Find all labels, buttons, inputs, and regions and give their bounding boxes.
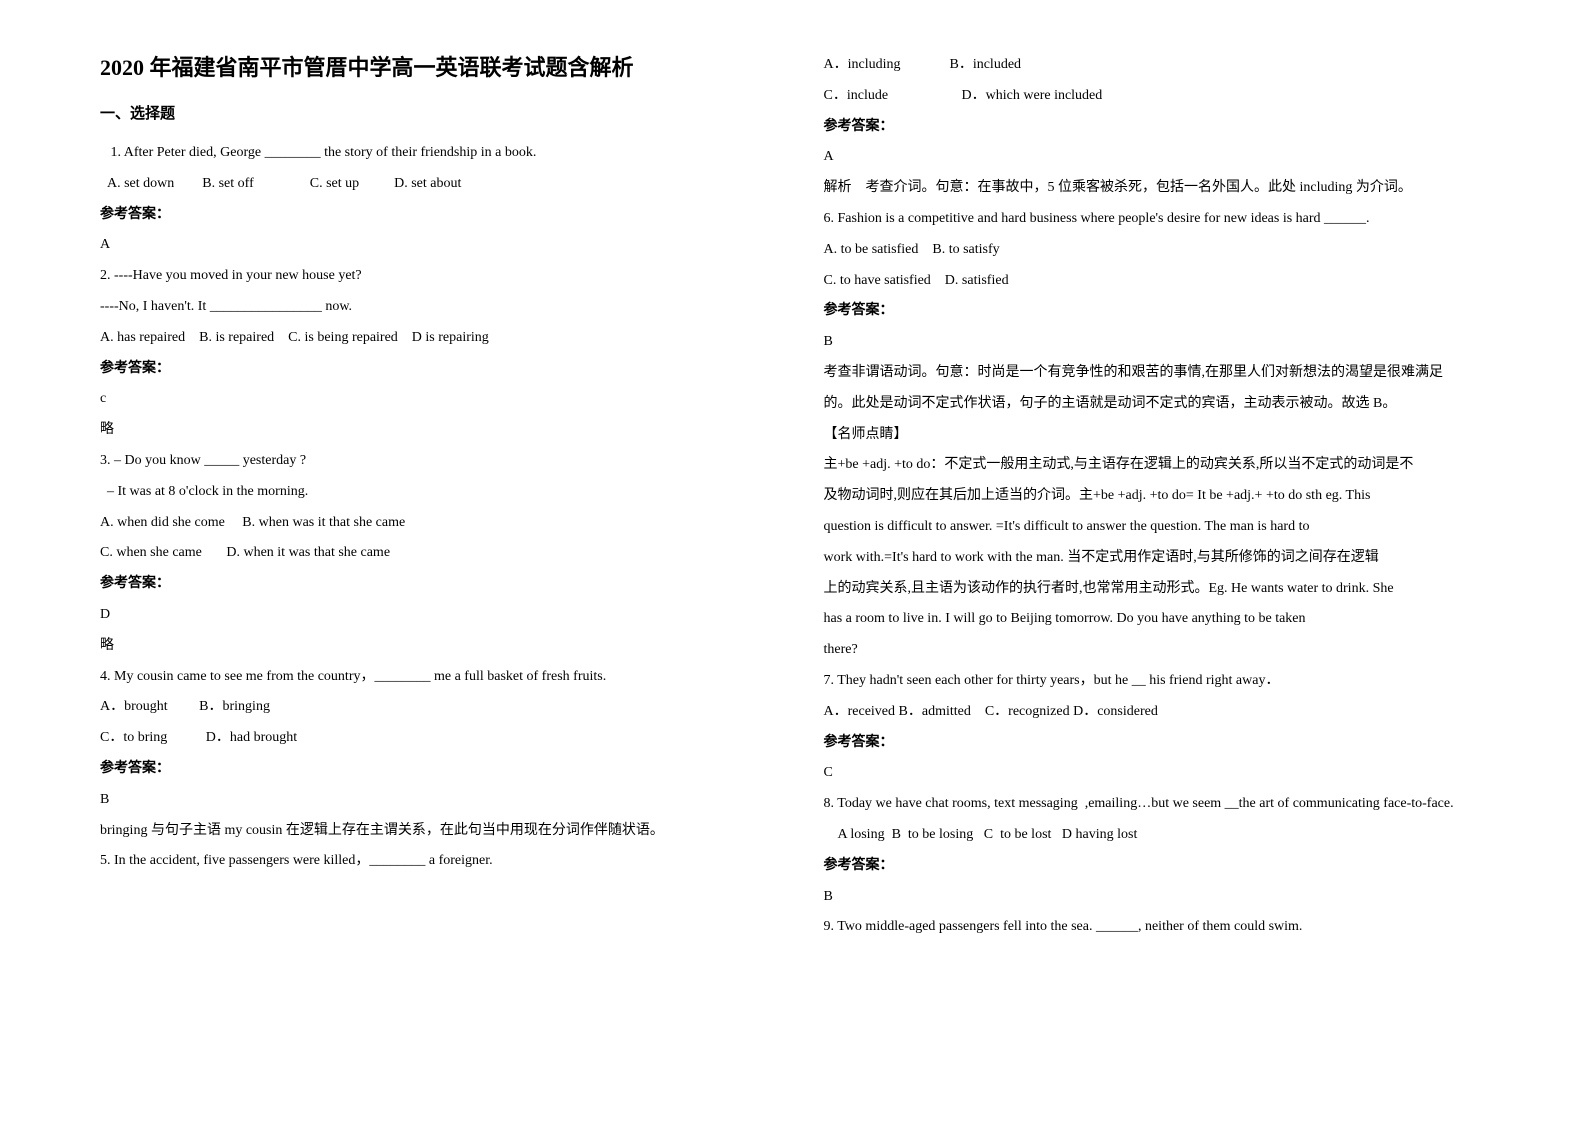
text-line: 参考答案： [100,354,764,385]
text-line: 参考答案： [100,569,764,600]
page-container: 2020 年福建省南平市管厝中学高一英语联考试题含解析 一、选择题 1. Aft… [100,50,1487,943]
text-line: – It was at 8 o'clock in the morning. [100,477,764,508]
text-line: 及物动词时,则应在其后加上适当的介词。主+be +adj. +to do= It… [824,481,1488,512]
text-line: question is difficult to answer. =It's d… [824,512,1488,543]
text-line: D [100,600,764,631]
text-line: c [100,384,764,415]
text-line: A. to be satisfied B. to satisfy [824,235,1488,266]
text-line: ----No, I haven't. It ________________ n… [100,292,764,323]
right-column: A．including B．includedC．include D．which … [824,50,1488,943]
text-line: 参考答案： [100,754,764,785]
text-line: A．received B．admitted C．recognized D．con… [824,697,1488,728]
text-line: 解析 考查介词。句意：在事故中，5 位乘客被杀死，包括一名外国人。此处 incl… [824,173,1488,204]
text-line: 8. Today we have chat rooms, text messag… [824,789,1488,820]
text-line: C [824,758,1488,789]
text-line: 主+be +adj. +to do：不定式一般用主动式,与主语存在逻辑上的动宾关… [824,450,1488,481]
text-line: 3. – Do you know _____ yesterday ? [100,446,764,477]
text-line: C．include D．which were included [824,81,1488,112]
text-line: 6. Fashion is a competitive and hard bus… [824,204,1488,235]
text-line: 5. In the accident, five passengers were… [100,846,764,877]
text-line: 4. My cousin came to see me from the cou… [100,662,764,693]
text-line: C. to have satisfied D. satisfied [824,266,1488,297]
text-line: 略 [100,631,764,662]
text-line: C．to bring D．had brought [100,723,764,754]
text-line: bringing 与句子主语 my cousin 在逻辑上存在主谓关系，在此句当… [100,816,764,847]
text-line: work with.=It's hard to work with the ma… [824,543,1488,574]
text-line: 参考答案： [824,112,1488,143]
text-line: 参考答案： [824,851,1488,882]
text-line: 参考答案： [824,296,1488,327]
text-line: has a room to live in. I will go to Beij… [824,604,1488,635]
text-line: A [824,142,1488,173]
text-line: 1. After Peter died, George ________ the… [100,138,764,169]
left-content: 1. After Peter died, George ________ the… [100,138,764,877]
text-line: 【名师点睛】 [824,420,1488,451]
text-line: A．including B．included [824,50,1488,81]
text-line: A．brought B．bringing [100,692,764,723]
text-line: C. when she came D. when it was that she… [100,538,764,569]
text-line: 2. ----Have you moved in your new house … [100,261,764,292]
text-line: 参考答案： [824,728,1488,759]
text-line: A losing B to be losing C to be lost D h… [824,820,1488,851]
text-line: 7. They hadn't seen each other for thirt… [824,666,1488,697]
text-line: 上的动宾关系,且主语为该动作的执行者时,也常常用主动形式。Eg. He want… [824,574,1488,605]
text-line: B [100,785,764,816]
section-heading: 一、选择题 [100,102,764,123]
right-content: A．including B．includedC．include D．which … [824,50,1488,943]
text-line: A. set down B. set off C. set up D. set … [100,169,764,200]
text-line: 参考答案： [100,200,764,231]
text-line: 9. Two middle-aged passengers fell into … [824,912,1488,943]
text-line: 的。此处是动词不定式作状语，句子的主语就是动词不定式的宾语，主动表示被动。故选 … [824,389,1488,420]
text-line: A. has repaired B. is repaired C. is bei… [100,323,764,354]
text-line: B [824,882,1488,913]
text-line: 略 [100,415,764,446]
page-title: 2020 年福建省南平市管厝中学高一英语联考试题含解析 [100,50,764,82]
text-line: there? [824,635,1488,666]
text-line: A. when did she come B. when was it that… [100,508,764,539]
left-column: 2020 年福建省南平市管厝中学高一英语联考试题含解析 一、选择题 1. Aft… [100,50,764,943]
text-line: A [100,230,764,261]
text-line: 考查非谓语动词。句意：时尚是一个有竞争性的和艰苦的事情,在那里人们对新想法的渴望… [824,358,1488,389]
text-line: B [824,327,1488,358]
